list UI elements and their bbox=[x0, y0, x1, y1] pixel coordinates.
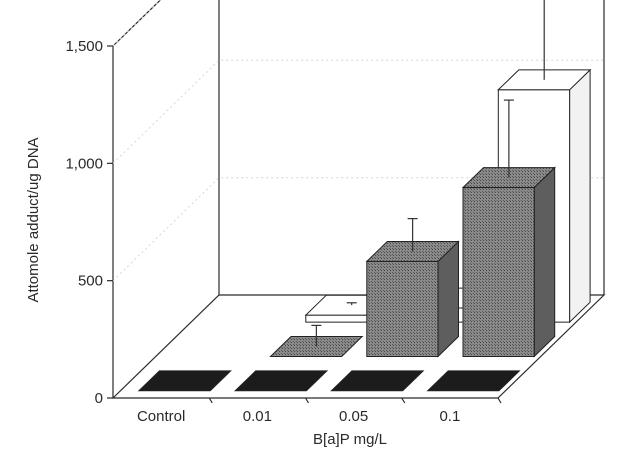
floor bbox=[111, 294, 606, 399]
y-axis-title: Attomole adduct/ug DNA bbox=[25, 137, 42, 302]
x-tick bbox=[497, 397, 502, 404]
y-tick-label: 500 bbox=[78, 273, 103, 290]
chart-frame: 0 500 1,000 1,500 Control 0.01 0.05 0.1 bbox=[65, 0, 606, 425]
bar-base bbox=[330, 370, 425, 392]
x-tick-label: 0.05 bbox=[339, 408, 368, 425]
x-tick bbox=[304, 397, 310, 404]
y-tick-label: 1,500 bbox=[65, 38, 103, 55]
bar-top bbox=[461, 167, 556, 188]
bar bbox=[233, 370, 329, 392]
bar-side bbox=[569, 68, 591, 324]
back-wall-top bbox=[112, 0, 605, 295]
bar bbox=[461, 99, 556, 358]
x-tick-label: Control bbox=[137, 408, 185, 425]
x-tick-label: 0.1 bbox=[439, 408, 460, 425]
bar-front bbox=[366, 260, 439, 357]
bar-base bbox=[426, 370, 521, 392]
y-tick-label: 1,000 bbox=[65, 155, 103, 172]
bar bbox=[365, 218, 460, 358]
x-axis-title: B[a]P mg/L bbox=[313, 431, 387, 448]
bar-side bbox=[533, 166, 556, 358]
x-tick bbox=[208, 397, 213, 404]
bar bbox=[269, 324, 364, 357]
bar-top bbox=[497, 69, 592, 91]
gridline bbox=[112, 0, 162, 47]
bar-base bbox=[233, 370, 329, 392]
x-tick bbox=[401, 397, 406, 404]
bar-front bbox=[462, 187, 535, 357]
bar bbox=[330, 370, 425, 392]
bar bbox=[426, 370, 521, 392]
bar-base bbox=[137, 370, 232, 392]
x-tick-label: 0.01 bbox=[243, 408, 272, 425]
y-tick-label: 0 bbox=[95, 390, 103, 407]
bar bbox=[137, 370, 232, 392]
bars bbox=[137, 0, 592, 392]
